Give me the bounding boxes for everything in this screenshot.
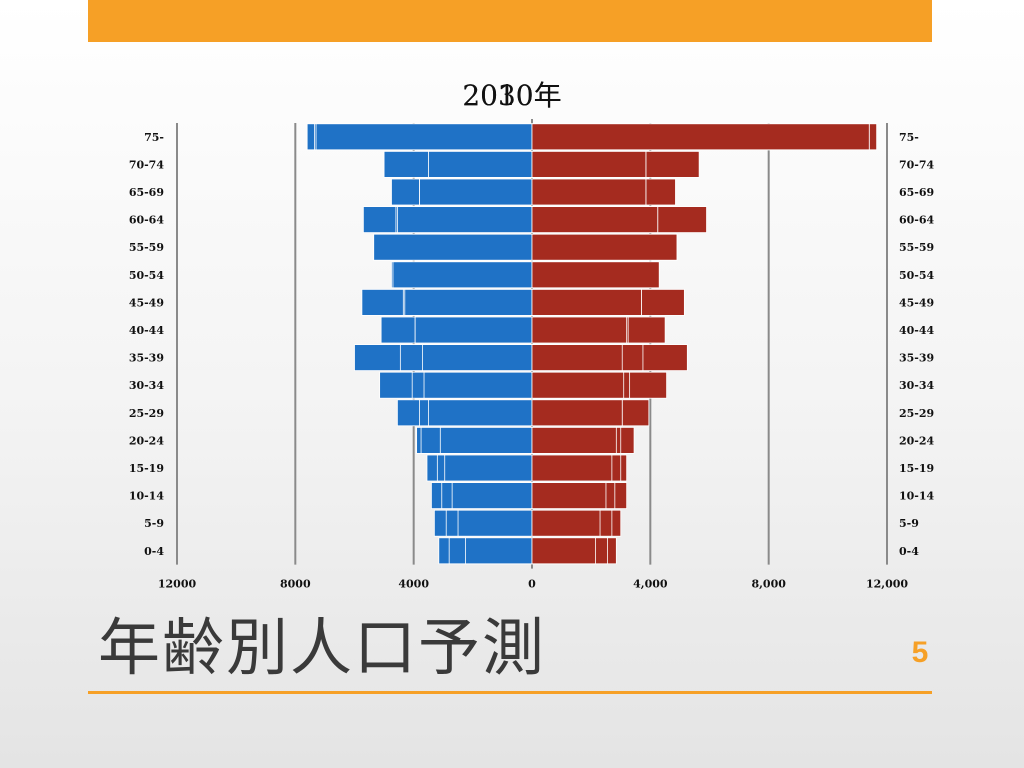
- bar-right-5-30-34: [531, 371, 625, 399]
- category-label-left: 0-4: [144, 545, 164, 558]
- category-label-right: 55-59: [899, 241, 934, 254]
- bar-left-2-30-34: [423, 371, 533, 399]
- bottom-accent-rule: [88, 691, 932, 694]
- bar-right-5-75-: [531, 123, 870, 151]
- bar-left-2-5-9: [457, 509, 533, 537]
- bar-right-5-35-39: [531, 344, 623, 372]
- bar-left-2-15-19: [444, 454, 533, 482]
- bar-left-2-0-4: [465, 537, 533, 565]
- labels: 75- 75- 70-74 70-74 65-69 65-69 60-64 60-64 55-5…: [129, 131, 935, 591]
- x-tick-right: 12,000: [866, 578, 908, 591]
- bar-left-2-40-44: [414, 316, 533, 344]
- bar-left-2-50-54: [392, 261, 533, 289]
- bar-right-5-70-74: [531, 150, 647, 178]
- bar-right-5-10-14: [531, 482, 607, 510]
- category-label-left: 40-44: [129, 324, 165, 337]
- bar-left-2-35-39: [422, 344, 533, 372]
- chart-title-overlap: 2010年: [462, 79, 562, 112]
- x-tick-right: 4,000: [633, 578, 668, 591]
- bar-right-5-15-19: [531, 454, 613, 482]
- top-accent-band: [88, 0, 932, 42]
- bar-right-5-25-29: [531, 399, 623, 427]
- x-tick-right: 8,000: [751, 578, 786, 591]
- bar-left-2-60-64: [396, 206, 533, 234]
- population-pyramid-chart: 75- 75- 70-74 70-74 65-69 65-69 60-64 60-64 55-5…: [129, 119, 935, 591]
- bar-right-5-0-4: [531, 537, 597, 565]
- category-label-left: 55-59: [129, 241, 164, 254]
- bar-left-2-70-74: [428, 150, 533, 178]
- category-label-right: 40-44: [899, 324, 935, 337]
- category-label-left: 60-64: [129, 214, 165, 227]
- category-label-right: 20-24: [899, 434, 935, 447]
- category-label-left: 20-24: [129, 434, 165, 447]
- bar-right-5-40-44: [531, 316, 628, 344]
- bar-left-2-55-59: [373, 233, 533, 261]
- bar-right-5-55-59: [531, 233, 678, 261]
- bar-right-5-65-69: [531, 178, 647, 206]
- category-label-right: 30-34: [899, 379, 935, 392]
- bar-left-2-20-24: [439, 426, 533, 454]
- bars: [306, 123, 878, 565]
- category-label-right: 70-74: [899, 158, 935, 171]
- category-label-right: 25-29: [899, 407, 934, 420]
- category-label-right: 45-49: [899, 296, 934, 309]
- page-number: 5: [911, 636, 929, 669]
- bar-left-2-25-29: [428, 399, 533, 427]
- x-tick-left: 12000: [158, 578, 197, 591]
- category-label-left: 10-14: [129, 490, 165, 503]
- bar-left-2-65-69: [419, 178, 533, 206]
- category-label-left: 75-: [144, 131, 164, 144]
- slide-title: 年齢別人口予測: [98, 611, 547, 684]
- bar-right-5-45-49: [531, 288, 642, 316]
- category-label-right: 60-64: [899, 214, 935, 227]
- x-tick-left: 0: [528, 578, 536, 591]
- bar-left-2-75-: [315, 123, 533, 151]
- bar-left-2-10-14: [451, 482, 533, 510]
- category-label-right: 15-19: [899, 462, 934, 475]
- category-label-left: 30-34: [129, 379, 165, 392]
- category-label-left: 50-54: [129, 269, 165, 282]
- category-label-left: 65-69: [129, 186, 164, 199]
- category-label-right: 75-: [899, 131, 919, 144]
- category-label-right: 50-54: [899, 269, 935, 282]
- bar-left-2-45-49: [404, 288, 533, 316]
- category-label-right: 5-9: [899, 517, 919, 530]
- category-label-left: 25-29: [129, 407, 164, 420]
- category-label-right: 35-39: [899, 352, 934, 365]
- bar-right-5-5-9: [531, 509, 601, 537]
- bar-right-5-60-64: [531, 206, 659, 234]
- category-label-right: 65-69: [899, 186, 934, 199]
- bar-right-5-50-54: [531, 261, 660, 289]
- category-label-left: 35-39: [129, 352, 164, 365]
- category-label-left: 45-49: [129, 296, 164, 309]
- category-label-right: 0-4: [899, 545, 919, 558]
- chart-title-main: 2030年: [462, 79, 562, 112]
- category-label-left: 15-19: [129, 462, 164, 475]
- category-label-right: 10-14: [899, 490, 935, 503]
- x-tick-left: 4000: [398, 578, 429, 591]
- category-label-left: 5-9: [144, 517, 164, 530]
- bar-right-5-20-24: [531, 426, 617, 454]
- category-label-left: 70-74: [129, 158, 165, 171]
- x-tick-left: 8000: [280, 578, 311, 591]
